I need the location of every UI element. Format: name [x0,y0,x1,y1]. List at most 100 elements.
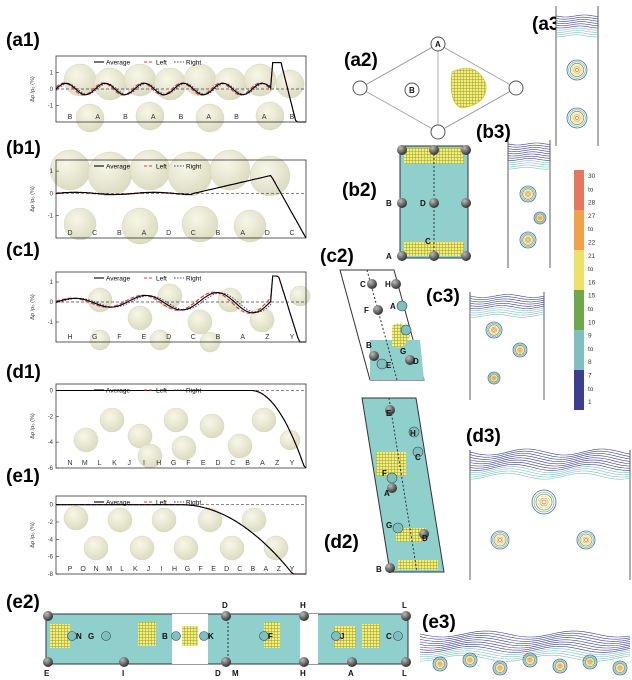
contour-ring [523,189,533,199]
series-average [55,174,307,239]
c2-atom-G: G [400,347,406,356]
y-tick-label: -1 [48,104,54,110]
contour-ring [438,662,442,666]
e2-atom-N: N [76,632,82,641]
colorbar-label: 15 [588,293,596,300]
site-label: K [133,566,138,573]
legend-left: Left [156,164,167,171]
series-average [55,275,306,343]
contour-ring [512,342,528,358]
d2-atom-E: E [386,409,392,418]
contour-ring [526,656,534,664]
site-label: D [224,566,229,573]
colorbar: 30 to 28 27 to 22 21 to 16 15 to 10 9 to 8 7 to 1 [574,170,596,410]
contour-ring [556,662,564,670]
contour-ring [522,234,534,246]
site-label: L [120,566,124,573]
site-label: A [151,114,156,121]
contour-line [469,298,545,303]
contour-line [470,314,545,318]
site-label: B [245,460,250,467]
site-label: I [143,460,145,467]
y-tick-label: -1 [48,214,54,220]
contour-line [507,160,551,163]
atom-sphere [227,433,253,459]
atom-sphere [181,205,219,243]
contour-ring [518,348,522,352]
contour-ring [486,322,502,338]
contour-line [507,144,551,148]
site-label: N [67,460,72,467]
site-label: A [240,334,245,341]
contour-ring [584,656,596,668]
colorbar-label: 30 [588,173,596,180]
site-label: F [117,334,121,341]
site-label: A [264,566,269,573]
atom-sphere [107,507,133,533]
atom-sphere [73,427,99,453]
colorbar-label: 10 [588,319,596,326]
label-e2: (e2) [6,592,40,613]
atom-sphere [219,535,245,561]
contour-line [419,648,631,655]
contour-ring [489,325,499,335]
legend-average: Average [106,276,130,283]
chart-a1: 1 0 -1 Δρ /ρ₀ (%) B A B A B A B A B Average Left Right [30,55,307,133]
label-a2: (a2) [344,50,378,71]
y-tick-label: -2 [48,414,54,420]
contour-ring [526,238,530,242]
contour-ring [537,495,551,509]
contour-line [469,472,631,480]
atom-sphere [209,149,251,191]
site-label: A [240,230,245,237]
contour-line [469,300,545,305]
contour-ring [568,61,586,79]
atom-sphere [127,423,153,449]
contour-ring [617,665,623,671]
contour-ring [539,497,549,507]
contour-line [419,630,631,638]
site-label: I [160,566,162,573]
colorbar-label: 28 [588,200,596,207]
series-right [55,275,306,343]
atom-sphere [251,407,277,433]
contour-ring [586,658,594,666]
y-tick-label: 0 [50,87,54,93]
colorbar-segment [574,330,584,370]
y-tick-label: 0 [50,300,54,306]
contour-ring [541,499,547,505]
contour-ring [574,67,580,73]
colorbar-label: 16 [588,279,596,286]
atom-sphere [149,329,171,351]
contour-ring [533,491,555,513]
contour-line [556,30,598,33]
contour-ring [568,109,586,127]
contour-ring [581,535,591,545]
contour-ring [491,375,497,381]
atom-sphere [63,207,97,241]
contour-ring [566,107,588,129]
contour-ring [571,64,583,76]
y-axis-label: Δρ /ρ₀ (%) [30,186,36,212]
contour-ring [498,538,502,542]
plot-frame [55,159,307,239]
contour-ring [538,216,542,220]
legend-average: Average [106,164,130,171]
atom-sphere [83,535,109,561]
contour-ring [488,324,500,336]
contour-ring [535,213,545,223]
contour-line [469,448,631,456]
colorbar-label: 21 [588,253,596,260]
legend-left: Left [156,276,167,283]
legend-right: Right [186,60,201,67]
contour-line [469,294,545,298]
contour-line [555,16,599,20]
contour-line [419,643,631,651]
label-b3: (b3) [476,122,511,143]
site-label: O [80,566,86,573]
e2-atom-G: G [88,632,94,641]
contour-ring [566,59,588,81]
site-label: K [112,460,117,467]
site-label: A [206,114,211,121]
